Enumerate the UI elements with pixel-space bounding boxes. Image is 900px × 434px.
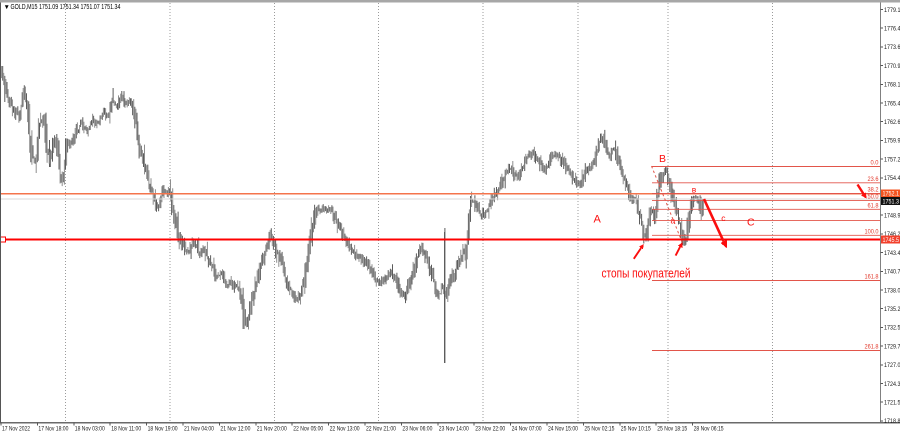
svg-text:261.8: 261.8 [865, 345, 880, 351]
svg-text:21 Nov 12:00: 21 Nov 12:00 [220, 427, 251, 433]
svg-text:1748.9: 1748.9 [884, 213, 900, 220]
svg-text:28 Nov 06:15: 28 Nov 06:15 [694, 427, 725, 433]
svg-text:1752.1: 1752.1 [883, 191, 900, 198]
svg-text:1729.7: 1729.7 [884, 343, 900, 350]
svg-text:21 Nov 20:00: 21 Nov 20:00 [257, 427, 288, 433]
svg-text:25 Nov 18:15: 25 Nov 18:15 [657, 427, 688, 433]
svg-text:38.2: 38.2 [868, 188, 880, 194]
svg-text:25 Nov 10:15: 25 Nov 10:15 [621, 427, 652, 433]
svg-text:A: A [594, 213, 602, 225]
svg-text:1746.2: 1746.2 [884, 231, 900, 238]
svg-text:в: в [692, 184, 697, 194]
svg-text:1757.2: 1757.2 [884, 156, 900, 163]
svg-text:0.0: 0.0 [871, 161, 880, 167]
svg-text:1745.5: 1745.5 [883, 237, 900, 244]
svg-text:1727.0: 1727.0 [884, 362, 900, 369]
svg-text:24 Nov 07:00: 24 Nov 07:00 [512, 427, 543, 433]
svg-text:1740.7: 1740.7 [884, 269, 900, 276]
svg-text:1776.4: 1776.4 [884, 26, 900, 33]
svg-text:18 Nov 03:00: 18 Nov 03:00 [75, 427, 106, 433]
svg-text:17 Nov 2022: 17 Nov 2022 [2, 427, 31, 433]
svg-text:GOLD,M15 1751.09 1751.34 1751: GOLD,M15 1751.09 1751.34 1751.07 1751.34 [11, 4, 121, 11]
svg-text:1721.5: 1721.5 [884, 400, 900, 407]
svg-text:23 Nov 22:00: 23 Nov 22:00 [475, 427, 506, 433]
svg-text:22 Nov 21:00: 22 Nov 21:00 [366, 427, 397, 433]
svg-text:1724.3: 1724.3 [884, 381, 900, 388]
svg-text:17 Nov 18:00: 17 Nov 18:00 [38, 427, 69, 433]
svg-text:18 Nov 11:00: 18 Nov 11:00 [111, 427, 142, 433]
svg-text:23.6: 23.6 [868, 177, 880, 183]
svg-text:1765.4: 1765.4 [884, 100, 900, 107]
svg-text:стопы покупателей: стопы покупателей [602, 266, 691, 280]
svg-text:1754.4: 1754.4 [884, 175, 900, 182]
svg-text:23 Nov 06:00: 23 Nov 06:00 [402, 427, 433, 433]
svg-text:50.0: 50.0 [868, 194, 880, 200]
svg-text:1759.9: 1759.9 [884, 138, 900, 145]
svg-text:1768.1: 1768.1 [884, 82, 900, 89]
svg-text:а: а [671, 216, 676, 226]
svg-text:1735.2: 1735.2 [884, 306, 900, 313]
svg-text:1732.5: 1732.5 [884, 325, 900, 332]
svg-text:1770.9: 1770.9 [884, 63, 900, 70]
svg-text:C: C [747, 217, 755, 229]
svg-text:1773.6: 1773.6 [884, 44, 900, 51]
svg-text:18 Nov 19:00: 18 Nov 19:00 [148, 427, 179, 433]
svg-text:61.8: 61.8 [868, 203, 880, 209]
svg-text:▼: ▼ [4, 4, 10, 11]
svg-text:25 Nov 02:15: 25 Nov 02:15 [584, 427, 615, 433]
svg-text:22 Nov 05:00: 22 Nov 05:00 [293, 427, 324, 433]
svg-text:1762.6: 1762.6 [884, 119, 900, 126]
svg-text:100.0: 100.0 [865, 229, 880, 235]
svg-text:B: B [659, 153, 666, 165]
svg-text:22 Nov 13:00: 22 Nov 13:00 [330, 427, 361, 433]
svg-text:1751.3: 1751.3 [883, 198, 900, 205]
svg-text:21 Nov 04:00: 21 Nov 04:00 [184, 427, 215, 433]
svg-text:1738.0: 1738.0 [884, 287, 900, 294]
svg-text:1779.1: 1779.1 [884, 7, 900, 14]
svg-text:1718.8: 1718.8 [884, 418, 900, 425]
svg-text:24 Nov 15:00: 24 Nov 15:00 [548, 427, 579, 433]
svg-text:1743.4: 1743.4 [884, 250, 900, 257]
svg-text:161.8: 161.8 [865, 275, 880, 281]
svg-text:23 Nov 14:00: 23 Nov 14:00 [439, 427, 470, 433]
svg-text:с: с [721, 213, 726, 223]
